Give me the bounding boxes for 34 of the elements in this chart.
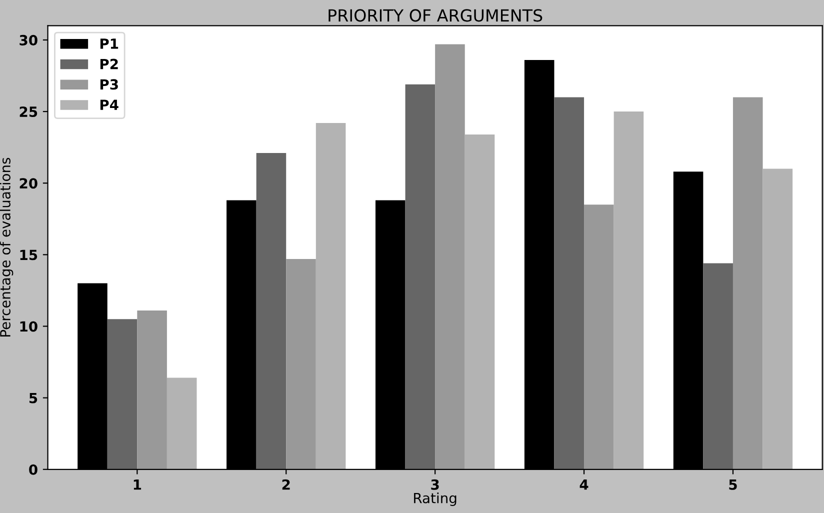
- x-tick-label: 1: [134, 480, 142, 490]
- x-tick-label: 5: [729, 480, 737, 490]
- bar: [435, 44, 465, 470]
- bar: [405, 84, 436, 470]
- bar: [256, 153, 286, 470]
- x-tick-label: 2: [282, 479, 290, 490]
- legend-label: P2: [100, 58, 118, 70]
- y-tick-label: 15: [20, 250, 38, 260]
- y-tick-label: 5: [29, 392, 38, 404]
- bar: [762, 168, 793, 470]
- bar: [464, 134, 495, 470]
- y-tick-label: 10: [20, 321, 38, 332]
- bar: [166, 378, 197, 470]
- bar: [137, 310, 167, 470]
- bar: [286, 258, 316, 470]
- x-tick-label: 3: [431, 479, 439, 490]
- bar: [554, 97, 584, 470]
- y-tick-label: 25: [20, 106, 38, 118]
- bar: [732, 97, 763, 470]
- chart-title: PRIORITY OF ARGUMENTS: [328, 9, 542, 22]
- legend-label: P1: [100, 38, 118, 49]
- bar: [316, 122, 346, 470]
- legend-label: P3: [100, 79, 118, 90]
- x-axis-title: Rating: [414, 492, 456, 506]
- legend-label: P4: [100, 100, 118, 110]
- y-tick-label: 0: [29, 464, 38, 475]
- bar: [584, 204, 614, 470]
- bar: [107, 319, 138, 470]
- x-tick-label: 4: [580, 480, 588, 490]
- y-tick-label: 20: [20, 178, 38, 189]
- y-tick-label: 30: [20, 34, 38, 46]
- bar: [614, 112, 644, 470]
- y-axis-title: Percentage of evaluations: [0, 158, 14, 336]
- bar: [703, 263, 733, 470]
